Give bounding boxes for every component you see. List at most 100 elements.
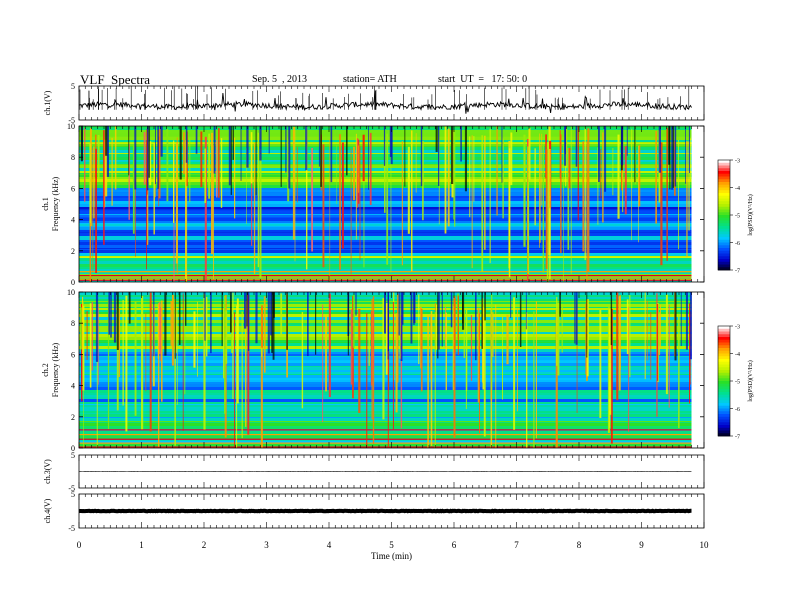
spectral-band	[79, 257, 692, 258]
sferic-streak	[430, 311, 433, 446]
spectral-band	[79, 334, 692, 337]
spectral-gap	[157, 126, 159, 189]
sferic-streak	[399, 309, 402, 359]
spectral-band	[79, 354, 692, 356]
colorbar-step	[718, 206, 730, 210]
spectral-band	[79, 441, 692, 443]
spectral-gap	[437, 292, 439, 359]
sferic-streak	[116, 306, 119, 411]
sferic-streak	[407, 146, 410, 234]
colorbar-step	[718, 182, 730, 186]
y-tick-label: 10	[67, 288, 75, 297]
colorbar-step	[718, 370, 730, 374]
sferic-streak	[527, 146, 530, 275]
sferic-streak	[149, 141, 152, 186]
spectral-band	[79, 342, 692, 343]
spectral-band	[79, 340, 692, 341]
sferic-streak	[427, 314, 429, 448]
sferic-streak	[510, 132, 513, 186]
colorbar-step	[718, 331, 730, 335]
spectral-band	[79, 352, 692, 354]
sferic-streak	[311, 148, 313, 252]
y-tick-label: 5	[71, 82, 75, 91]
sferic-streak	[135, 146, 136, 257]
x-tick-label: 10	[700, 540, 710, 550]
y-tick-label: 2	[71, 413, 75, 422]
sferic-streak	[250, 132, 253, 184]
spectral-band	[79, 384, 692, 387]
spectral-band	[79, 413, 692, 414]
spectral-gap	[285, 126, 287, 173]
sferic-streak	[97, 135, 100, 180]
sferic-streak	[246, 148, 247, 224]
spectral-band	[79, 387, 692, 390]
spectral-gap	[680, 292, 682, 346]
sferic-streak	[224, 296, 226, 414]
spectral-gap	[420, 126, 423, 187]
sferic-streak	[655, 130, 657, 224]
spectral-band	[79, 256, 692, 257]
sferic-streak	[211, 132, 214, 255]
sferic-streak	[200, 131, 203, 187]
spectral-band	[79, 232, 692, 233]
spectral-gap	[672, 126, 674, 188]
sferic-streak	[454, 129, 456, 227]
sferic-streak	[470, 315, 473, 381]
sferic-streak	[329, 139, 331, 282]
spectral-band	[79, 422, 692, 423]
spectral-gap	[106, 126, 109, 177]
spectral-gap	[307, 292, 309, 357]
sferic-streak	[189, 138, 191, 203]
sferic-streak	[105, 139, 108, 197]
colorbar-step	[718, 204, 730, 208]
sferic-streak	[602, 132, 604, 223]
sferic-streak	[301, 312, 304, 409]
spectral-gap	[259, 126, 262, 161]
channel-label: ch.1	[41, 197, 50, 211]
colorbar-step	[718, 422, 730, 426]
spectral-gap	[286, 292, 288, 350]
sferic-streak	[600, 149, 602, 199]
sferic-streak	[322, 144, 325, 268]
y-tick-label: -5	[68, 524, 75, 533]
sferic-streak	[350, 309, 353, 385]
spectral-gap	[441, 292, 443, 347]
sferic-streak	[132, 144, 135, 234]
y-tick-label: -5	[68, 116, 75, 125]
sferic-streak	[91, 301, 93, 371]
sferic-streak	[559, 130, 561, 179]
sferic-streak	[463, 308, 465, 358]
spectral-band	[79, 227, 692, 229]
y-tick-label: 8	[71, 153, 75, 162]
sferic-streak	[401, 141, 403, 266]
colorbar-step	[718, 392, 730, 396]
sferic-streak	[650, 312, 652, 380]
spectral-band	[79, 137, 692, 140]
colorbar-step	[718, 187, 730, 191]
spectral-gap	[626, 126, 628, 156]
sferic-streak	[182, 293, 184, 431]
spectral-band	[79, 214, 692, 215]
spectral-band	[79, 346, 692, 349]
colorbar-step	[718, 259, 730, 263]
spectral-band	[79, 426, 692, 427]
sferic-streak	[325, 314, 327, 392]
sferic-streak	[141, 295, 144, 430]
spectral-line	[79, 271, 692, 273]
sferic-streak	[204, 136, 207, 280]
colorbar-step	[718, 223, 730, 227]
spectral-gap	[174, 292, 176, 359]
spectral-gap	[113, 292, 117, 343]
sferic-streak	[197, 301, 198, 377]
sferic-streak	[306, 127, 308, 270]
colorbar-tick-label: -4	[735, 186, 740, 192]
spectral-band	[79, 217, 692, 218]
waveform-axis-label: ch.3(V)	[43, 459, 52, 484]
sferic-streak	[576, 303, 578, 413]
spectral-band	[79, 264, 692, 267]
sferic-streak	[390, 143, 392, 273]
sferic-streak	[513, 297, 516, 430]
sferic-streak	[292, 126, 295, 240]
sferic-streak	[185, 140, 188, 282]
spectral-gap	[347, 292, 349, 356]
